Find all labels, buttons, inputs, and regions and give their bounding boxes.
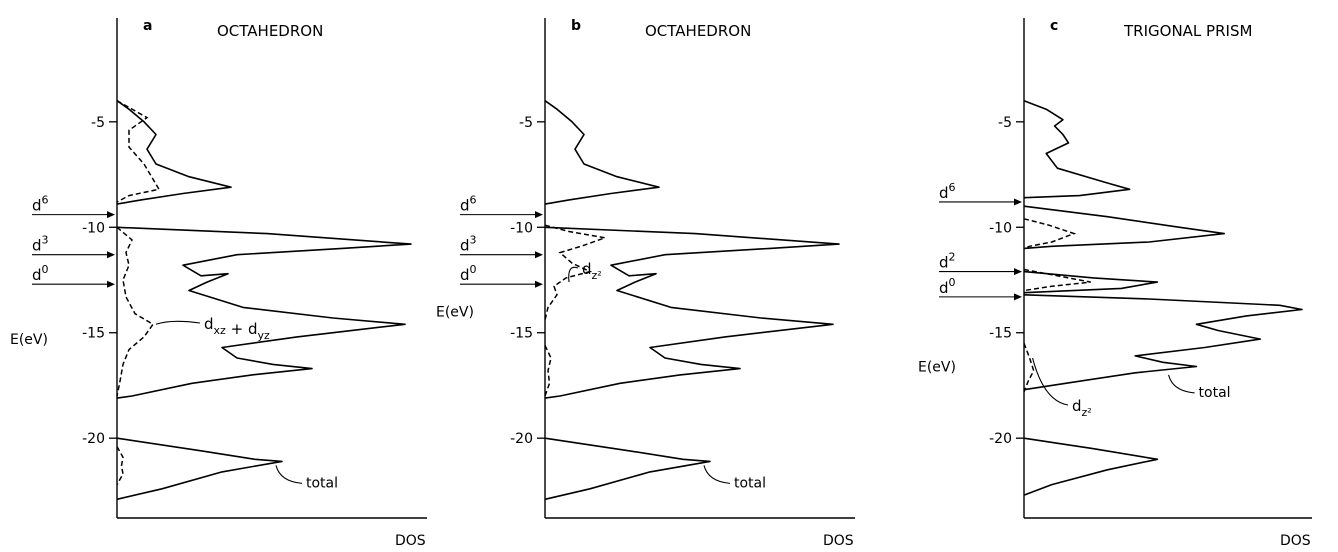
- projected-dos-curve: [117, 447, 123, 485]
- y-tick-label: -10: [82, 220, 105, 236]
- y-tick-label: -15: [82, 326, 105, 342]
- y-tick-label: -20: [82, 431, 105, 447]
- x-axis-label: DOS: [823, 533, 854, 549]
- series-label-projected: dxz + dyz: [204, 315, 270, 342]
- dos-panel-c: c TRIGONAL PRISM DOS -5 -10 -15 -20 E(eV) d6 d2 d0…: [918, 18, 1312, 549]
- panel-title: OCTAHEDRON: [217, 22, 323, 40]
- series-label-total: total: [306, 475, 338, 491]
- y-tick-label: -20: [510, 431, 533, 447]
- arrow-head: [1014, 268, 1022, 275]
- y-axis-label: E(eV): [10, 332, 48, 348]
- projected-dos-curve: [545, 345, 551, 396]
- fill-level-label: d6: [460, 194, 477, 215]
- panel-title: OCTAHEDRON: [645, 22, 751, 40]
- series-label-total: total: [1199, 385, 1231, 401]
- projected-dos-curve: [1024, 343, 1034, 392]
- dos-panel-a: a OCTAHEDRON DOS -5 -10 -15 -20 E(eV) d6 d3 d0 tota…: [10, 18, 427, 549]
- arrow-head: [1014, 293, 1022, 300]
- fill-level-label: d0: [32, 263, 49, 284]
- total-label-pointer: [1169, 375, 1195, 393]
- total-dos-curve: [117, 227, 411, 398]
- projected-label-pointer: [156, 321, 200, 324]
- fill-level-label: d3: [460, 234, 477, 255]
- y-axis-label: E(eV): [918, 359, 956, 375]
- y-axis-label: E(eV): [436, 305, 474, 321]
- fill-level-label: d0: [460, 263, 477, 284]
- projected-dos-curve: [117, 227, 153, 396]
- arrow-head: [1014, 198, 1022, 205]
- y-tick-label: -20: [989, 431, 1012, 447]
- fill-level-label: d3: [32, 234, 49, 255]
- arrow-head: [535, 211, 543, 218]
- fill-level-label: d0: [939, 276, 956, 297]
- total-dos-curve: [545, 227, 839, 398]
- panel-letter: b: [571, 18, 581, 34]
- y-tick-label: -15: [510, 326, 533, 342]
- arrow-head: [535, 251, 543, 258]
- projected-label-pointer: [1033, 358, 1068, 405]
- total-dos-curve: [117, 438, 282, 499]
- dos-panel-b: b OCTAHEDRON DOS -5 -10 -15 -20 E(eV) d6 d3 d0 tota…: [436, 18, 855, 549]
- arrow-head: [107, 281, 115, 288]
- y-tick-label: -5: [91, 115, 105, 131]
- x-axis-label: DOS: [395, 533, 426, 549]
- y-tick-label: -10: [510, 220, 533, 236]
- total-dos-curve: [545, 438, 710, 499]
- total-dos-curve: [545, 101, 659, 204]
- total-dos-curve: [1024, 295, 1302, 390]
- series-label-projected: dz²: [1072, 397, 1092, 419]
- total-dos-curve: [1024, 101, 1130, 198]
- arrow-head: [107, 251, 115, 258]
- fill-level-label: d6: [32, 194, 49, 215]
- total-label-pointer: [704, 465, 730, 483]
- total-dos-curve: [1024, 438, 1157, 495]
- fill-level-label: d2: [939, 251, 956, 272]
- series-label-total: total: [734, 475, 766, 491]
- x-axis-label: DOS: [1280, 533, 1311, 549]
- arrow-head: [535, 281, 543, 288]
- y-tick-label: -15: [989, 326, 1012, 342]
- projected-label-pointer: [569, 267, 578, 282]
- y-tick-label: -5: [519, 115, 533, 131]
- panel-letter: c: [1050, 18, 1058, 34]
- projected-dos-curve: [1024, 219, 1074, 249]
- total-label-pointer: [276, 465, 302, 483]
- fill-level-label: d6: [939, 181, 956, 202]
- arrow-head: [107, 211, 115, 218]
- panel-title: TRIGONAL PRISM: [1123, 22, 1252, 40]
- panel-letter: a: [143, 18, 152, 34]
- y-tick-label: -5: [998, 115, 1012, 131]
- y-tick-label: -10: [989, 220, 1012, 236]
- series-label-projected: dz²: [582, 260, 602, 282]
- total-dos-curve: [1024, 206, 1224, 248]
